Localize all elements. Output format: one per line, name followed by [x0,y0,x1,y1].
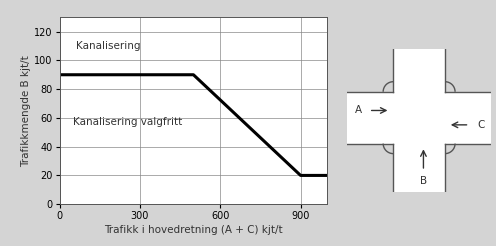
Y-axis label: Trafikkmengde B kjt/t: Trafikkmengde B kjt/t [21,55,31,167]
Text: C: C [477,120,485,130]
Text: Kanalisering: Kanalisering [75,41,140,51]
Bar [347,144,393,192]
Text: Kanalisering valgfritt: Kanalisering valgfritt [73,117,182,127]
X-axis label: Trafikk i hovedretning (A + C) kjt/t: Trafikk i hovedretning (A + C) kjt/t [104,225,283,235]
Bar [347,92,491,144]
Bar [347,43,393,92]
Bar [445,43,491,92]
Text: B: B [420,176,427,186]
Bar [445,144,491,192]
Text: A: A [355,106,362,115]
Bar [393,49,445,192]
